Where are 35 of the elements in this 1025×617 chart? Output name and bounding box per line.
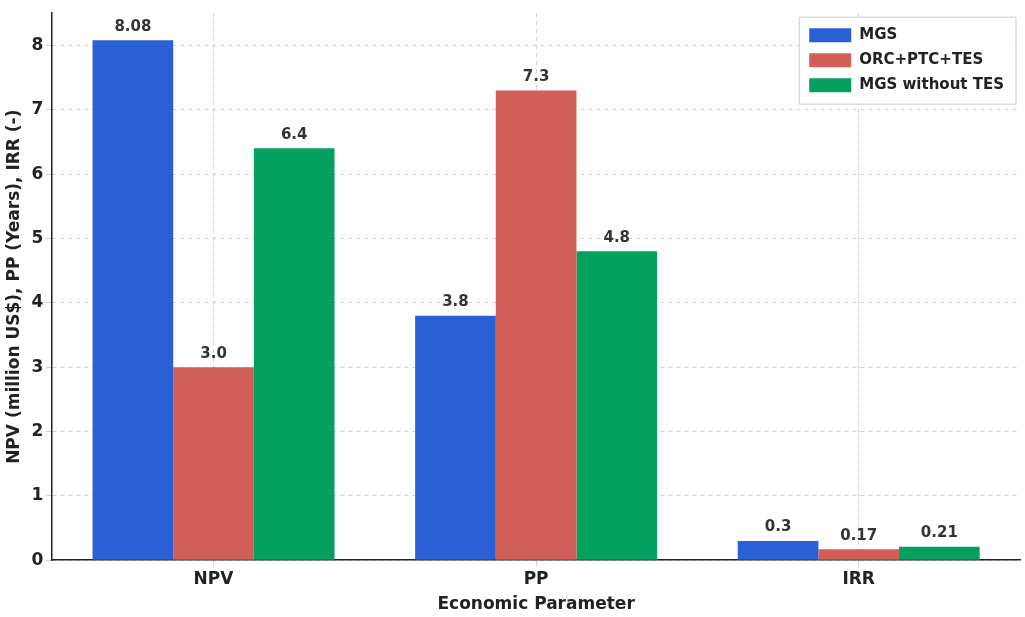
data-label: 7.3	[522, 66, 550, 85]
data-label: 4.8	[603, 227, 631, 246]
bar	[92, 40, 174, 560]
data-label: 3.8	[442, 292, 469, 311]
x-axis-title: Economic Parameter	[437, 593, 636, 614]
legend-label: ORC+PTC+TES	[859, 50, 984, 69]
bar	[899, 546, 980, 560]
data-label: 0.21	[920, 523, 958, 542]
bar	[495, 90, 577, 560]
y-tick-label: 6	[31, 162, 44, 183]
y-tick-label: 5	[31, 226, 44, 247]
bar	[737, 540, 819, 560]
y-tick-label: 8	[31, 33, 44, 54]
y-axis-title: NPV (million US$), PP (Years), IRR (-)	[2, 109, 23, 464]
x-tick-label: IRR	[842, 567, 875, 588]
y-tick-label: 2	[31, 419, 44, 440]
legend-label: MGS without TES	[859, 75, 1005, 94]
bar	[173, 367, 254, 560]
x-tick-label: PP	[523, 567, 549, 588]
data-label: 3.0	[200, 343, 227, 362]
bar	[415, 315, 496, 560]
y-tick-label: 3	[31, 355, 44, 376]
x-tick-label: NPV	[193, 567, 235, 588]
data-label: 8.08	[114, 16, 152, 35]
data-label: 0.3	[764, 517, 792, 536]
bar	[253, 148, 335, 560]
data-label: 0.17	[840, 525, 878, 544]
y-tick-label: 4	[31, 291, 44, 312]
y-tick-label: 1	[31, 484, 44, 505]
y-tick-label: 0	[31, 548, 44, 569]
bar	[818, 549, 900, 560]
y-tick-label: 7	[31, 98, 44, 119]
legend-label: MGS	[859, 25, 898, 44]
bar	[576, 251, 658, 560]
data-label: 6.4	[280, 124, 308, 143]
